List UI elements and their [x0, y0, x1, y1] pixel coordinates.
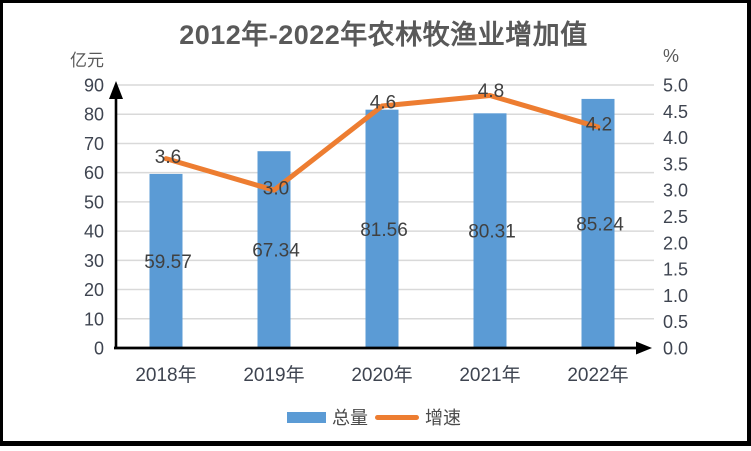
line-value-label: 3.0 [263, 179, 289, 200]
bar [581, 98, 615, 348]
right-axis-tick-label: 5.0 [663, 76, 688, 96]
right-axis-unit-label: % [663, 46, 680, 66]
left-axis-tick-label: 80 [84, 105, 104, 125]
left-axis-tick-label: 70 [84, 134, 104, 154]
chart-legend: 总量 增速 [287, 406, 461, 428]
right-axis-tick-label: 0.5 [663, 312, 688, 332]
x-axis-category-label: 2020年 [351, 364, 412, 386]
chart-title: 2012年-2022年农林牧渔业增加值 [179, 20, 588, 50]
left-axis-tick-label: 20 [84, 280, 104, 300]
bar [365, 109, 399, 348]
x-axis-arrow [636, 341, 652, 355]
left-axis-tick-label: 50 [84, 192, 104, 212]
line-value-label: 4.6 [370, 93, 396, 114]
line-value-label: 4.8 [478, 81, 504, 102]
x-axis-category-label: 2018年 [135, 364, 196, 386]
right-axis-tick-label: 3.5 [663, 154, 688, 174]
x-axis-category-label: 2022年 [567, 364, 628, 386]
bar-value-label: 80.31 [468, 222, 516, 243]
legend-line-label: 增速 [425, 408, 461, 428]
bar-value-label: 59.57 [144, 252, 192, 273]
y-axis-arrow [109, 81, 123, 99]
right-axis-tick-label: 4.0 [663, 128, 688, 148]
x-axis-category-label: 2021年 [459, 364, 520, 386]
left-axis-unit-label: 亿元 [70, 51, 104, 70]
right-axis-tick-label: 2.0 [663, 233, 688, 253]
left-axis-tick-label: 10 [84, 309, 104, 329]
legend-bar-label: 总量 [332, 408, 368, 428]
line-value-label: 3.6 [155, 147, 181, 168]
legend-line-swatch [375, 414, 419, 420]
bar-value-label: 81.56 [360, 220, 408, 241]
left-axis-tick-label: 0 [94, 339, 104, 359]
bar-value-label: 85.24 [576, 214, 624, 235]
right-axis-tick-label: 1.5 [663, 260, 688, 280]
bar [149, 173, 183, 348]
line-value-label: 4.2 [586, 115, 612, 136]
right-axis-tick-label: 3.0 [663, 181, 688, 201]
x-axis-category-label: 2019年 [243, 364, 304, 386]
right-axis-tick-label: 4.5 [663, 102, 688, 122]
right-axis-tick-label: 1.0 [663, 286, 688, 306]
left-axis-tick-label: 60 [84, 163, 104, 183]
legend-bar-swatch [287, 411, 326, 423]
left-axis-tick-label: 30 [84, 251, 104, 271]
bar [473, 113, 507, 348]
left-axis-tick-label: 90 [84, 76, 104, 96]
right-axis-tick-label: 2.5 [663, 207, 688, 227]
growth-line [163, 93, 601, 193]
right-axis-tick-label: 0.0 [663, 339, 688, 359]
bar-value-label: 67.34 [252, 241, 300, 262]
left-axis-tick-label: 40 [84, 222, 104, 242]
